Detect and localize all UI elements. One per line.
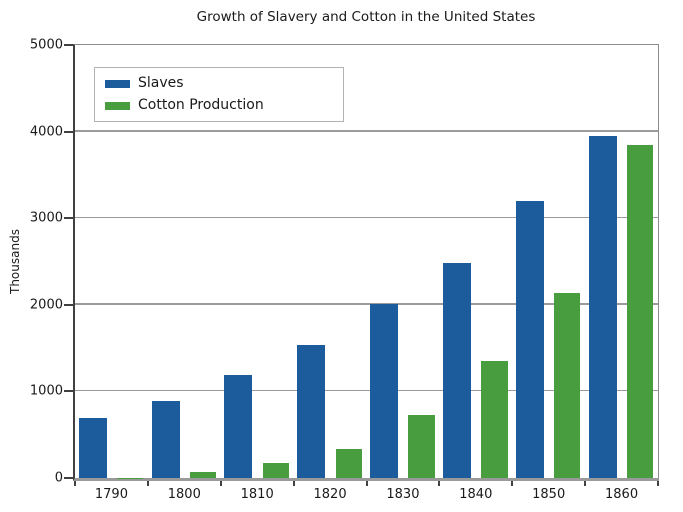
- legend-item-cotton-production: Cotton Production: [105, 96, 333, 115]
- bar-cotton-production-1800: [189, 471, 216, 478]
- bar-slaves-1860: [588, 135, 617, 478]
- y-tick-label-1000: 1000: [29, 383, 63, 399]
- bar-group-1860: [585, 45, 658, 478]
- x-tick-label-1820: 1820: [313, 487, 347, 502]
- plot-area: Slaves Cotton Production 0 1000 2000 3000 40…: [30, 38, 659, 502]
- legend-swatch-cotton-production: [105, 101, 130, 110]
- x-tick-mark-8: [657, 481, 659, 486]
- x-tick-label-1790: 1790: [94, 487, 128, 502]
- gridline-3000: [75, 216, 658, 219]
- y-axis-label: Thousands: [8, 229, 22, 294]
- legend-label-slaves: Slaves: [138, 75, 184, 91]
- bar-slaves-1850: [515, 200, 544, 478]
- bar-slaves-1800: [151, 400, 180, 478]
- gridline-4000: [75, 130, 658, 132]
- bar-group-1820: [294, 45, 367, 478]
- bar-group-1840: [439, 45, 512, 478]
- y-tick-mark-3000: [64, 217, 73, 220]
- x-tick-label-1810: 1810: [240, 487, 274, 502]
- gridline-1000: [75, 389, 658, 392]
- x-tick-mark-5: [438, 481, 441, 486]
- legend-item-slaves: Slaves: [105, 74, 333, 93]
- x-tick-mark-0: [74, 481, 76, 486]
- y-tick-mark-2000: [64, 303, 73, 306]
- bar-slaves-1820: [297, 344, 326, 478]
- x-tick-label-1840: 1840: [459, 487, 493, 502]
- legend-label-cotton-production: Cotton Production: [138, 97, 264, 113]
- x-tick-mark-6: [511, 481, 514, 486]
- x-tick-mark-1: [146, 481, 149, 486]
- x-tick-label-1830: 1830: [386, 487, 420, 502]
- bar-cotton-production-1820: [335, 449, 362, 478]
- x-tick-mark-4: [365, 481, 368, 486]
- y-tick-label-5000: 5000: [29, 37, 63, 53]
- bar-slaves-1840: [443, 262, 472, 478]
- y-tick-label-0: 0: [54, 470, 63, 486]
- bar-cotton-production-1840: [481, 361, 508, 478]
- x-tick-mark-7: [584, 481, 587, 486]
- bar-group-1790: [75, 45, 148, 478]
- gridline-2000: [75, 303, 658, 305]
- x-tick-label-1800: 1800: [167, 487, 201, 502]
- y-tick-mark-4000: [64, 130, 73, 133]
- bar-slaves-1810: [224, 374, 253, 478]
- bar-cotton-production-1830: [408, 414, 435, 478]
- y-tick-label-4000: 4000: [29, 124, 63, 140]
- x-tick-label-1860: 1860: [605, 487, 639, 502]
- bar-slaves-1830: [370, 304, 399, 478]
- bar-group-1830: [367, 45, 440, 478]
- x-tick-mark-2: [219, 481, 222, 486]
- bar-group-1800: [148, 45, 221, 478]
- x-tick-label-1850: 1850: [532, 487, 566, 502]
- legend-swatch-slaves: [105, 79, 130, 88]
- y-tick-mark-0: [64, 477, 73, 479]
- y-tick-label-3000: 3000: [29, 210, 63, 226]
- bar-slaves-1790: [78, 417, 107, 478]
- legend: Slaves Cotton Production: [94, 67, 344, 122]
- y-tick-mark-5000: [64, 44, 73, 46]
- y-tick-mark-1000: [64, 390, 73, 393]
- bar-group-1850: [512, 45, 585, 478]
- x-tick-mark-3: [292, 481, 295, 486]
- bar-cotton-production-1850: [554, 293, 581, 478]
- bar-cotton-production-1860: [627, 145, 654, 478]
- y-tick-label-2000: 2000: [29, 297, 63, 313]
- bar-group-1810: [221, 45, 294, 478]
- bar-cotton-production-1810: [262, 462, 289, 478]
- chart-title: Growth of Slavery and Cotton in the Unit…: [196, 9, 536, 25]
